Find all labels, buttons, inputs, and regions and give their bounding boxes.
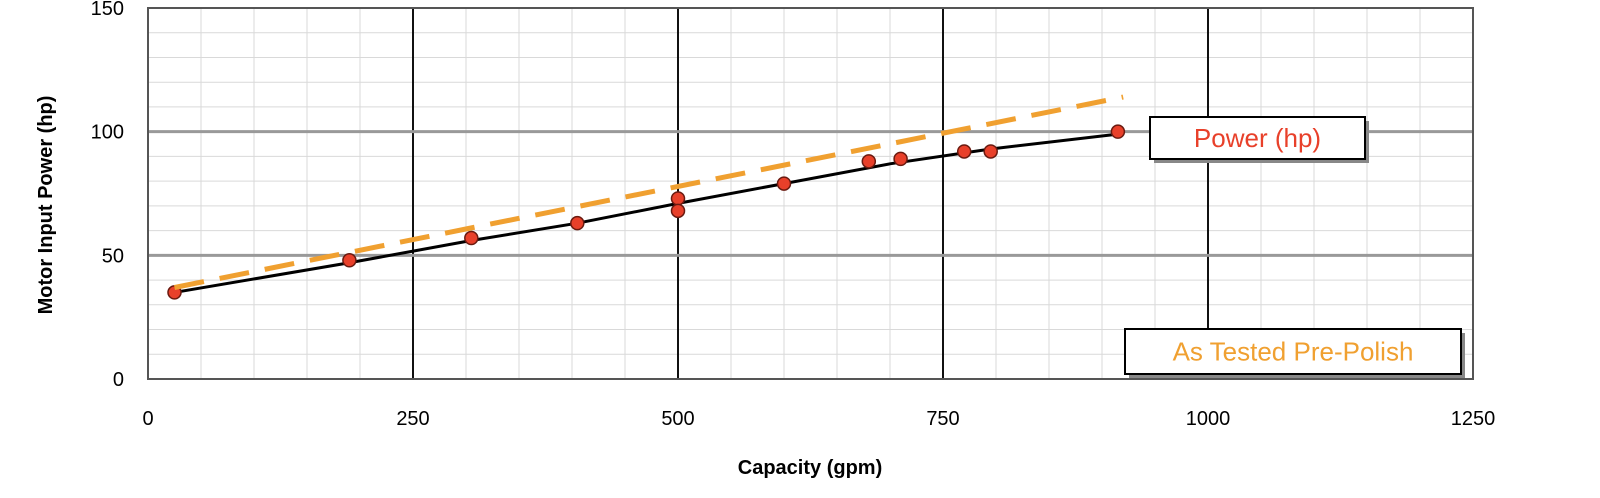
series-line-as-tested-pre-polish [174,94,1124,290]
y-tick-labels: 0 50 100 150 [91,0,124,391]
data-point-power [670,191,686,206]
data-point-power [956,144,972,159]
data-point-power [776,176,792,191]
x-tick-label: 500 [661,408,694,430]
data-point-power [570,215,585,231]
legend-label: As Tested Pre-Polish [1173,337,1414,367]
series-line-power [174,132,1119,294]
plot-area-frame [147,7,1474,380]
data-point-power [983,144,998,159]
legend-item: Power (hp) [1149,116,1369,163]
x-tick-label: 750 [926,408,959,430]
y-axis-title: Motor Input Power (hp) [35,96,57,315]
x-tick-label: 1250 [1451,408,1496,430]
y-tick-label: 0 [113,369,124,391]
x-axis-title: Capacity (gpm) [738,457,882,479]
data-point-power [464,230,479,246]
data-point-power [342,253,357,268]
x-tick-label: 1000 [1186,408,1231,430]
legend-box [1149,116,1366,160]
legend-item: As Tested Pre-Polish [1124,328,1465,378]
y-tick-label: 50 [102,245,124,267]
data-point-power [670,203,686,219]
y-tick-label: 100 [91,122,124,144]
data-point-power [1110,124,1126,139]
x-tick-labels: 0 250 500 750 1000 1250 [142,408,1495,430]
data-point-power [893,151,908,167]
data-point-power [861,154,877,169]
x-tick-label: 0 [142,408,153,430]
x-tick-label: 250 [396,408,429,430]
minor-gridlines [147,7,1474,380]
legend-label: Power (hp) [1194,123,1321,153]
y-tick-label: 150 [91,0,124,20]
series-layer [167,94,1126,300]
legend-box [1124,328,1462,375]
legend: Power (hp) As Tested Pre-Polish [1124,116,1465,378]
major-gridlines [148,8,1473,379]
